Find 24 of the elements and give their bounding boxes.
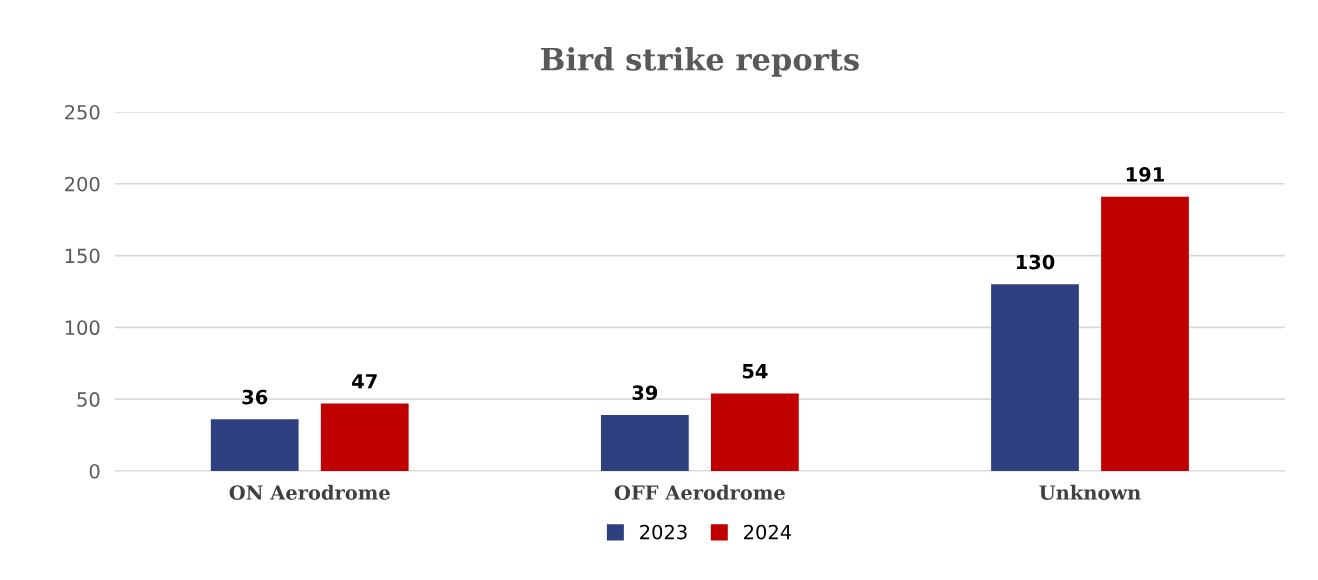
bar	[320, 403, 409, 471]
bar	[210, 419, 299, 471]
legend-label: 2023	[640, 524, 687, 540]
data-label: 36	[242, 389, 268, 405]
y-tick-label: 50	[77, 392, 100, 407]
bar	[600, 414, 689, 471]
y-tick-label: 200	[65, 176, 100, 192]
bar	[710, 393, 799, 471]
x-tick-label: OFF Aerodrome	[614, 484, 785, 500]
chart-title: Bird strike reports	[541, 47, 859, 77]
data-label: 54	[742, 364, 768, 379]
data-label: 39	[632, 385, 658, 401]
y-tick-label: 0	[89, 463, 100, 479]
data-label: 47	[352, 374, 377, 389]
x-tick-label: ON Aerodrome	[229, 484, 390, 500]
y-tick-label: 100	[65, 320, 100, 336]
bar	[1101, 196, 1189, 471]
data-label: 191	[1126, 167, 1164, 182]
y-tick-label: 150	[65, 248, 100, 264]
y-tick-label: 250	[65, 104, 100, 120]
bar	[991, 284, 1079, 471]
data-label: 130	[1016, 254, 1055, 270]
x-tick-label: Unknown	[1039, 484, 1141, 500]
legend-label: 2024	[744, 524, 792, 540]
